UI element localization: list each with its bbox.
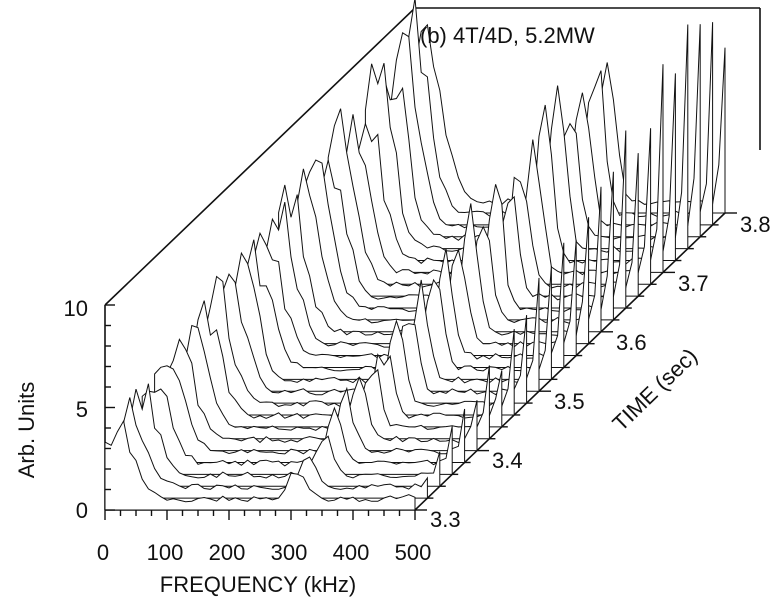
time-tick-label-3.5: 3.5: [554, 389, 585, 414]
x-tick-label-400: 400: [333, 540, 370, 565]
y-axis-label: Arb. Units: [14, 382, 39, 479]
x-tick-label-0: 0: [97, 540, 109, 565]
x-tick-label-200: 200: [209, 540, 246, 565]
time-tick-label-3.3: 3.3: [430, 507, 461, 532]
back-left-edge: [104, 7, 416, 306]
tick-marks: [104, 212, 737, 520]
time-tick-label-3.6: 3.6: [616, 330, 647, 355]
spectrum-trace-2: [129, 383, 441, 487]
y-tick-label-5: 5: [76, 397, 88, 422]
x-axis-label: FREQUENCY (kHz): [160, 572, 356, 597]
y-tick-label-10: 10: [64, 296, 88, 321]
time-axis-label: TIME (sec): [607, 343, 702, 436]
spectrum-trace-0: [104, 419, 416, 511]
waterfall-traces: [104, 0, 726, 511]
time-axis-line: [414, 212, 726, 511]
time-tick-label-3.4: 3.4: [492, 448, 523, 473]
spectrum-trace-4: [154, 365, 466, 463]
panel-label: (b) 4T/4D, 5.2MW: [420, 23, 595, 48]
time-tick-label-3.7: 3.7: [678, 271, 709, 296]
x-tick-label-100: 100: [147, 540, 184, 565]
x-tick-label-300: 300: [271, 540, 308, 565]
time-tick-label-3.8: 3.8: [740, 212, 771, 237]
x-tick-label-500: 500: [395, 540, 432, 565]
y-tick-label-0: 0: [76, 498, 88, 523]
